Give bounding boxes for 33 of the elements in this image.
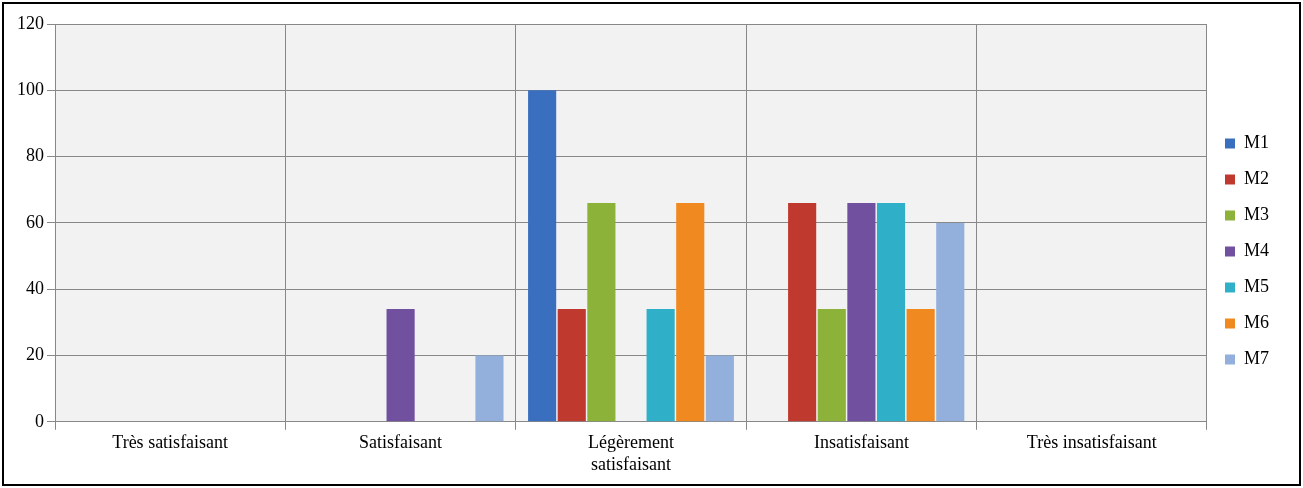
legend-label: M4	[1244, 240, 1270, 261]
bar	[936, 222, 965, 422]
legend-label: M7	[1244, 348, 1270, 369]
y-tick-label: 60	[26, 211, 44, 232]
legend-label: M5	[1244, 276, 1270, 297]
legend-label: M6	[1244, 312, 1270, 333]
legend-label: M1	[1244, 132, 1270, 153]
bar	[847, 203, 876, 422]
y-tick-label: 40	[26, 277, 44, 298]
x-tick-label: Très insatisfaisant	[1026, 432, 1157, 453]
y-tick-label: 80	[26, 145, 44, 166]
y-tick-label: 100	[17, 79, 44, 100]
bar	[705, 355, 734, 422]
bar	[676, 203, 705, 422]
bar	[475, 355, 504, 422]
bar	[528, 90, 557, 422]
bar	[788, 203, 817, 422]
legend-label: M3	[1244, 204, 1270, 225]
y-tick-label: 20	[26, 344, 44, 365]
x-tick-label: Satisfaisant	[359, 432, 443, 453]
bar	[646, 309, 675, 422]
x-tick-label: Insatisfaisant	[813, 432, 909, 453]
bar	[587, 203, 616, 422]
bar	[386, 309, 415, 422]
bar	[906, 309, 935, 422]
bar	[557, 309, 586, 422]
bar	[817, 309, 846, 422]
bar	[876, 203, 906, 422]
y-tick-label: 0	[35, 410, 44, 431]
x-tick-label: Légèrement satisfaisant	[588, 432, 674, 474]
x-tick-label: Très satisfaisant	[112, 432, 229, 453]
legend-label: M2	[1244, 168, 1270, 189]
y-tick-label: 120	[17, 12, 44, 33]
